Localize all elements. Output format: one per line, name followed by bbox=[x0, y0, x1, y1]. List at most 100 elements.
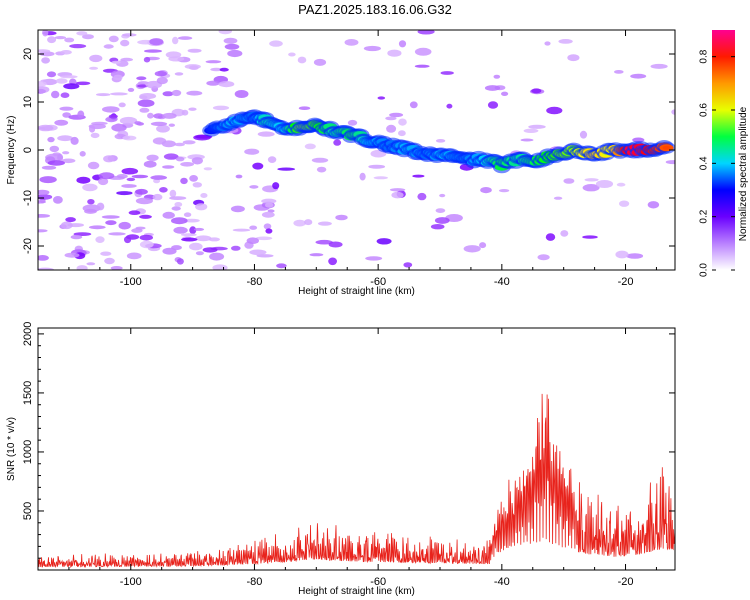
noise-blob bbox=[255, 236, 273, 241]
noise-blob bbox=[162, 112, 177, 119]
noise-blob bbox=[95, 236, 105, 244]
noise-blob bbox=[249, 185, 259, 189]
y-axis-label: Frequency (Hz) bbox=[6, 116, 17, 185]
noise-blob bbox=[205, 60, 222, 64]
noise-blob bbox=[42, 30, 49, 37]
noise-blob bbox=[38, 255, 49, 261]
noise-blob bbox=[365, 256, 383, 261]
noise-blob bbox=[62, 151, 70, 155]
noise-blob bbox=[328, 241, 343, 248]
noise-blob bbox=[417, 192, 427, 201]
noise-blob bbox=[143, 56, 151, 63]
noise-blob bbox=[59, 106, 74, 111]
noise-blob bbox=[90, 132, 100, 139]
noise-blob bbox=[531, 88, 542, 94]
noise-blob bbox=[156, 124, 170, 133]
noise-blob bbox=[582, 235, 598, 239]
noise-blob bbox=[463, 245, 481, 253]
noise-blob bbox=[304, 219, 313, 226]
x-tick-label: -40 bbox=[494, 276, 510, 288]
noise-blob bbox=[168, 123, 175, 127]
noise-blob bbox=[183, 218, 200, 223]
noise-blob bbox=[57, 135, 73, 142]
noise-blob bbox=[62, 112, 71, 118]
noise-blob bbox=[87, 199, 95, 205]
noise-blob bbox=[38, 189, 50, 196]
noise-blob bbox=[412, 174, 425, 178]
noise-blob bbox=[200, 193, 208, 198]
noise-blob bbox=[38, 81, 47, 87]
noise-blob bbox=[276, 263, 287, 269]
noise-blob bbox=[414, 47, 432, 56]
noise-blob bbox=[51, 90, 60, 99]
noise-blob bbox=[39, 176, 57, 184]
noise-blob bbox=[144, 49, 162, 53]
noise-blob bbox=[210, 67, 223, 72]
noise-blob bbox=[208, 237, 220, 242]
noise-blob bbox=[150, 175, 167, 180]
noise-blob bbox=[120, 39, 130, 47]
noise-blob bbox=[100, 251, 112, 256]
noise-blob bbox=[47, 36, 57, 44]
noise-blob bbox=[88, 225, 106, 230]
noise-blob bbox=[188, 107, 197, 111]
noise-blob bbox=[313, 58, 327, 66]
noise-blob bbox=[143, 160, 157, 168]
noise-blob bbox=[152, 193, 163, 201]
noise-blob bbox=[135, 188, 148, 195]
noise-blob bbox=[139, 107, 150, 113]
chart-title: PAZ1.2025.183.16.06.G32 bbox=[298, 2, 452, 17]
noise-blob bbox=[137, 84, 149, 88]
noise-blob bbox=[162, 211, 175, 219]
noise-blob bbox=[189, 226, 197, 235]
noise-blob bbox=[54, 119, 69, 126]
noise-blob bbox=[103, 155, 115, 163]
noise-blob bbox=[171, 245, 182, 251]
noise-blob bbox=[376, 238, 392, 245]
noise-blob bbox=[47, 160, 65, 166]
noise-blob bbox=[70, 136, 79, 145]
noise-blob bbox=[632, 137, 645, 143]
noise-blob bbox=[265, 228, 273, 234]
noise-blob bbox=[101, 215, 120, 219]
noise-blob bbox=[76, 265, 88, 270]
noise-blob bbox=[193, 227, 205, 231]
noise-blob bbox=[38, 124, 54, 132]
noise-blob bbox=[82, 183, 98, 192]
noise-blob bbox=[110, 266, 123, 270]
noise-blob bbox=[219, 67, 229, 72]
noise-blob bbox=[122, 135, 137, 141]
noise-blob bbox=[54, 36, 67, 40]
noise-blob bbox=[368, 164, 386, 169]
noise-blob bbox=[316, 166, 327, 173]
y-tick-label: 20 bbox=[22, 48, 34, 60]
noise-blob bbox=[171, 89, 182, 97]
noise-blob bbox=[168, 56, 185, 62]
noise-blob bbox=[173, 226, 188, 234]
noise-blob bbox=[232, 228, 251, 232]
noise-blob bbox=[195, 235, 212, 242]
noise-blob bbox=[615, 250, 629, 259]
noise-blob bbox=[57, 153, 64, 162]
y-tick-label: 0 bbox=[22, 147, 34, 153]
noise-blob bbox=[387, 49, 402, 57]
noise-blob bbox=[344, 39, 359, 46]
noise-blob bbox=[156, 77, 168, 85]
noise-blob bbox=[108, 114, 118, 119]
noise-blob bbox=[230, 205, 245, 213]
noise-blob bbox=[136, 76, 147, 81]
noise-blob bbox=[269, 40, 283, 47]
noise-blob bbox=[389, 188, 406, 192]
noise-blob bbox=[121, 184, 137, 188]
noise-blob bbox=[223, 37, 238, 44]
noise-blob bbox=[84, 208, 97, 214]
noise-blob bbox=[118, 221, 131, 230]
noise-blob bbox=[124, 236, 132, 244]
noise-blob bbox=[121, 167, 139, 175]
noise-blob bbox=[139, 240, 154, 249]
noise-blob bbox=[126, 177, 136, 182]
noise-blob bbox=[328, 257, 337, 266]
noise-blob bbox=[385, 116, 397, 121]
noise-blob bbox=[493, 74, 501, 79]
